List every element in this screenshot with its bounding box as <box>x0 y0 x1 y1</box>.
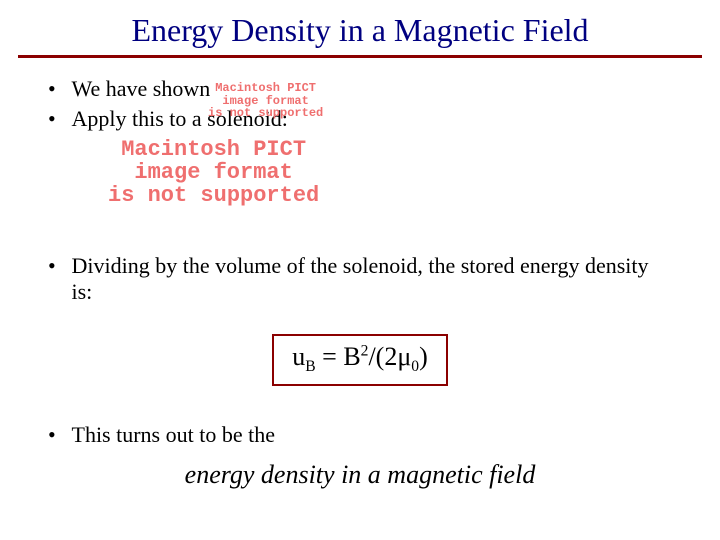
formula-rhs-over: /(2 <box>368 342 397 371</box>
formula-rhs-b: B <box>343 342 360 371</box>
bullet-marker: • <box>48 253 66 279</box>
bullet-4: • This turns out to be the <box>48 422 680 448</box>
formula-rhs-close: ) <box>419 342 428 371</box>
bullet-2-text: Apply this to a solenoid: <box>72 106 288 132</box>
bullet-1-text: We have shown <box>72 76 211 102</box>
formula-container: uB = B2/(2μ0) <box>0 334 720 386</box>
bullet-marker: • <box>48 76 66 102</box>
slide: Energy Density in a Magnetic Field • We … <box>0 0 720 540</box>
spacer <box>0 133 720 243</box>
bullet-4-text: This turns out to be the <box>72 422 275 448</box>
formula-eq: = <box>316 342 344 371</box>
slide-title: Energy Density in a Magnetic Field <box>0 0 720 55</box>
formula-lhs-base: u <box>292 342 305 371</box>
bullet-marker: • <box>48 422 66 448</box>
formula-rhs-musub: 0 <box>411 358 419 375</box>
formula-box: uB = B2/(2μ0) <box>272 334 448 386</box>
formula-lhs-sub: B <box>305 358 315 375</box>
bullet-1: • We have shown <box>48 76 680 102</box>
title-underline <box>18 55 702 58</box>
bullet-2: • Apply this to a solenoid: <box>48 106 680 132</box>
bullet-3: • Dividing by the volume of the solenoid… <box>48 253 680 306</box>
bullet-marker: • <box>48 106 66 132</box>
formula-rhs-mu: μ <box>397 342 411 371</box>
emphasis-line: energy density in a magnetic field <box>0 460 720 490</box>
bullet-3-text: Dividing by the volume of the solenoid, … <box>72 253 672 306</box>
